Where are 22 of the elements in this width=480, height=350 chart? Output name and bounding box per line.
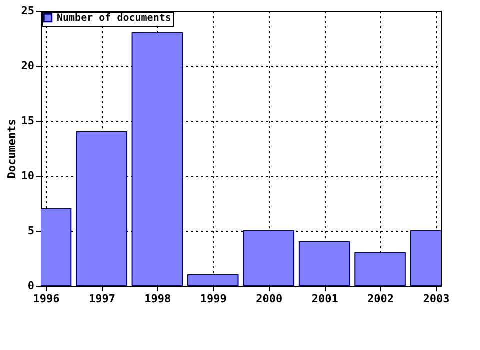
bar bbox=[188, 274, 239, 286]
legend-label: Number of documents bbox=[57, 13, 172, 24]
x-tick-label: 1997 bbox=[88, 292, 116, 306]
bar bbox=[76, 132, 128, 286]
x-tick-label: 1996 bbox=[33, 292, 60, 306]
x-tick-label: 2002 bbox=[368, 292, 394, 306]
y-tick-label: 25 bbox=[21, 4, 34, 18]
y-tick-label: 20 bbox=[21, 60, 34, 72]
y-tick-label: 5 bbox=[28, 224, 34, 238]
x-tick-label: 2003 bbox=[423, 292, 450, 306]
bar bbox=[298, 242, 350, 286]
x-tick-label: 1999 bbox=[200, 292, 227, 306]
y-axis-title: Documents bbox=[5, 119, 18, 179]
y-tick-label: 0 bbox=[28, 280, 34, 292]
y-tick-label: 15 bbox=[21, 114, 34, 128]
bar bbox=[354, 252, 406, 286]
x-tick-label: 1998 bbox=[144, 292, 172, 306]
y-tick-label: 10 bbox=[21, 170, 34, 182]
x-tick-label: 2001 bbox=[312, 292, 339, 306]
bar bbox=[132, 32, 184, 286]
x-tick-label: 2000 bbox=[256, 292, 283, 306]
bar bbox=[243, 230, 294, 286]
